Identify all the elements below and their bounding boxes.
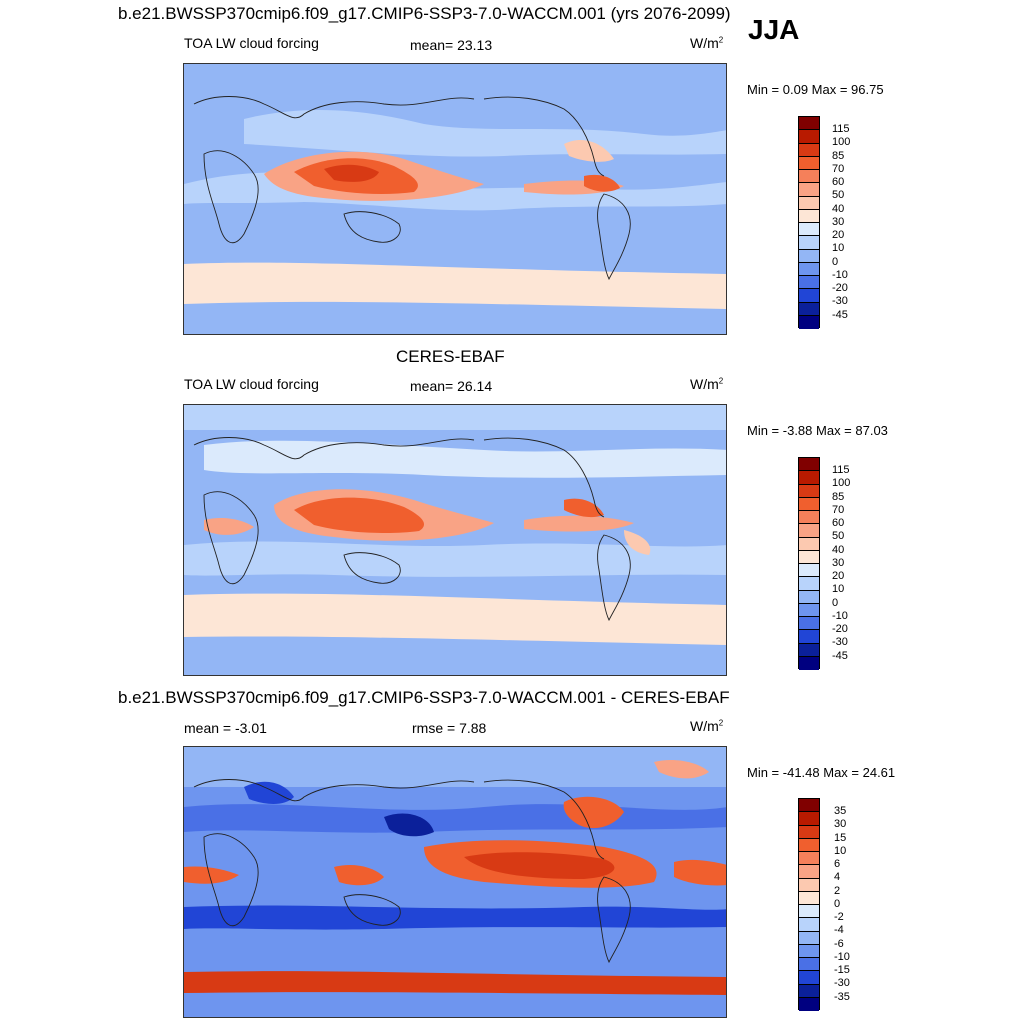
panel2-minmax: Min = -3.88 Max = 87.03 bbox=[747, 423, 888, 438]
cbar-tick: -6 bbox=[834, 938, 844, 950]
panel3-minmax: Min = -41.48 Max = 24.61 bbox=[747, 765, 896, 780]
cbar-tick: 70 bbox=[832, 163, 845, 175]
cbar-tick: -10 bbox=[832, 269, 848, 281]
cbar-tick: 60 bbox=[832, 517, 845, 529]
panel3-colorbar bbox=[798, 798, 820, 1011]
cbar-tick: -30 bbox=[834, 977, 850, 989]
cbar-tick: 50 bbox=[832, 189, 845, 201]
page-title: b.e21.BWSSP370cmip6.f09_g17.CMIP6-SSP3-7… bbox=[118, 4, 731, 23]
cbar-tick: 20 bbox=[832, 229, 845, 241]
cbar-tick: -30 bbox=[832, 295, 848, 307]
cbar-tick: 6 bbox=[834, 858, 841, 870]
cbar-tick: -10 bbox=[832, 610, 848, 622]
cbar-tick: 60 bbox=[832, 176, 845, 188]
cbar-tick: 30 bbox=[832, 557, 845, 569]
cbar-tick: 2 bbox=[834, 885, 841, 897]
cbar-tick: 30 bbox=[834, 818, 847, 830]
cbar-tick: -30 bbox=[832, 636, 848, 648]
cbar-tick: 50 bbox=[832, 530, 845, 542]
cbar-tick: 100 bbox=[832, 136, 851, 148]
cbar-tick: 0 bbox=[832, 256, 839, 268]
cbar-tick: 35 bbox=[834, 805, 847, 817]
panel1-mean: mean= 23.13 bbox=[410, 37, 493, 53]
cbar-tick: -20 bbox=[832, 282, 848, 294]
cbar-tick: 115 bbox=[832, 464, 850, 476]
cbar-tick: 0 bbox=[832, 597, 839, 609]
panel3-map bbox=[183, 746, 727, 1018]
cbar-tick: 40 bbox=[832, 203, 845, 215]
panel1-minmax: Min = 0.09 Max = 96.75 bbox=[747, 82, 884, 97]
cbar-tick: -15 bbox=[834, 964, 850, 976]
panel2-map-field bbox=[184, 405, 726, 645]
cbar-tick: -35 bbox=[834, 991, 850, 1003]
cbar-tick: -10 bbox=[834, 951, 850, 963]
cbar-tick: -45 bbox=[832, 650, 848, 662]
season-label: JJA bbox=[748, 14, 800, 45]
cbar-tick: -4 bbox=[834, 924, 844, 936]
cbar-tick: 10 bbox=[832, 242, 845, 254]
panel2-map bbox=[183, 404, 727, 676]
panel2-mean: mean= 26.14 bbox=[410, 378, 493, 394]
cbar-tick: 40 bbox=[832, 544, 845, 556]
panel2-units: W/m2 bbox=[690, 376, 724, 392]
cbar-tick: 85 bbox=[832, 491, 845, 503]
panel1-map-field bbox=[184, 64, 726, 309]
panel2-heading: CERES-EBAF bbox=[396, 347, 505, 366]
panel1-units: W/m2 bbox=[690, 35, 724, 51]
cbar-tick: 15 bbox=[834, 832, 847, 844]
cbar-tick: 30 bbox=[832, 216, 845, 228]
panel3-mean: mean = -3.01 bbox=[184, 720, 267, 736]
panel3-rmse: rmse = 7.88 bbox=[412, 720, 487, 736]
cbar-tick: 20 bbox=[832, 570, 845, 582]
cbar-tick: -20 bbox=[832, 623, 848, 635]
panel1-colorbar bbox=[798, 116, 820, 329]
panel1-variable: TOA LW cloud forcing bbox=[184, 35, 319, 51]
panel3-heading: b.e21.BWSSP370cmip6.f09_g17.CMIP6-SSP3-7… bbox=[118, 688, 730, 707]
cbar-tick: 115 bbox=[832, 123, 850, 135]
panel2-colorbar bbox=[798, 457, 820, 670]
panel1-map bbox=[183, 63, 727, 335]
cbar-tick: 85 bbox=[832, 150, 845, 162]
cbar-tick: 100 bbox=[832, 477, 851, 489]
cbar-tick: 70 bbox=[832, 504, 845, 516]
cbar-tick: 10 bbox=[832, 583, 845, 595]
cbar-tick: 4 bbox=[834, 871, 841, 883]
panel3-map-field bbox=[184, 747, 726, 995]
cbar-tick: 10 bbox=[834, 845, 847, 857]
cbar-tick: -45 bbox=[832, 309, 848, 321]
cbar-tick: 0 bbox=[834, 898, 841, 910]
cbar-tick: -2 bbox=[834, 911, 844, 923]
panel3-units: W/m2 bbox=[690, 718, 724, 734]
panel2-variable: TOA LW cloud forcing bbox=[184, 376, 319, 392]
